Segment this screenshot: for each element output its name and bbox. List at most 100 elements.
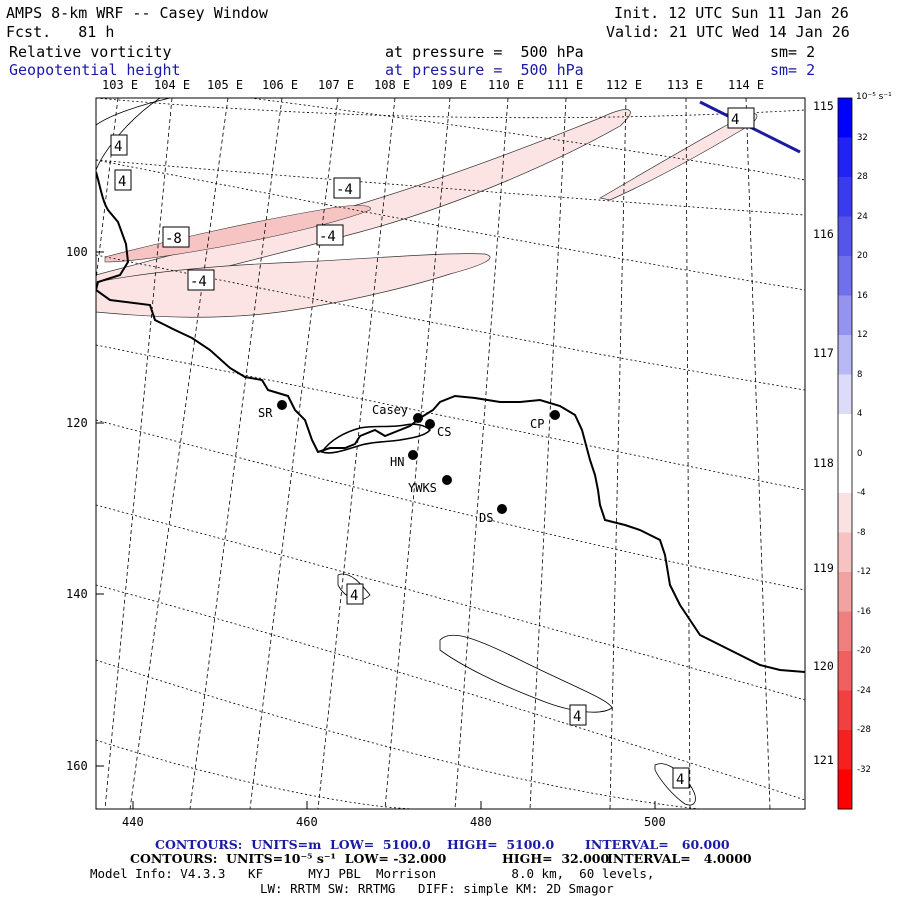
contour-label-box: 4: [727, 107, 755, 129]
colorbar-tick-label: -4: [857, 488, 866, 498]
plot-frame: [95, 97, 806, 810]
field2-smoothing: sm= 2: [770, 61, 816, 79]
colorbar-tick-label: 28: [857, 172, 868, 182]
colorbar-tick-label: 24: [857, 211, 868, 222]
station-label-cp: CP: [530, 417, 544, 431]
svg-text:4: 4: [676, 772, 684, 788]
footer-model-info-2: LW: RRTM SW: RRTMG DIFF: simple KM: 2D S…: [260, 881, 614, 896]
svg-text:4: 4: [573, 709, 581, 725]
footer-contours-vort-b: HIGH= 32.000: [502, 851, 610, 866]
footer-contours-vort-c: INTERVAL= 4.0000: [607, 851, 752, 866]
svg-text:4: 4: [731, 112, 739, 128]
colorbar-unit: 10⁻⁵ s⁻¹: [856, 92, 892, 102]
svg-text:4: 4: [114, 139, 122, 155]
lon-label: 110 E: [488, 78, 525, 92]
colorbar-swatch: [838, 769, 852, 810]
map-title: AMPS 8-km WRF -- Casey Window: [6, 4, 268, 22]
field1-smoothing: sm= 2: [770, 43, 816, 61]
y-tick-label: 160: [66, 759, 88, 773]
svg-text:-4: -4: [319, 229, 336, 245]
colorbar-swatch: [838, 572, 852, 612]
colorbar-tick-label: -16: [857, 606, 871, 617]
map-layers: [96, 98, 805, 809]
contour-label-box: -8: [162, 226, 190, 248]
colorbar-swatch: [838, 730, 852, 770]
colorbar-swatch: [838, 493, 852, 533]
x-tick-label: 440: [122, 815, 144, 829]
forecast-hour: Fcst. 81 h: [6, 23, 115, 41]
vorticity-shading-northeast: [599, 113, 758, 201]
colorbar-swatch: [838, 335, 852, 375]
x-tick-label: 500: [644, 815, 666, 829]
colorbar-tick-label: 12: [857, 330, 868, 340]
station-marker-cs[interactable]: [425, 419, 435, 429]
station-marker-casey[interactable]: [413, 413, 423, 423]
colorbar-swatch: [838, 690, 852, 731]
colorbar-swatch: [838, 532, 852, 573]
colorbar-tick-label: -32: [857, 764, 871, 775]
station-label-sr: SR: [258, 406, 273, 420]
contour-label-box: 4: [346, 583, 364, 605]
latitude-lines: [96, 98, 805, 809]
lon-label: 104 E: [154, 78, 191, 92]
svg-text:4: 4: [350, 588, 358, 604]
colorbar: [837, 97, 853, 810]
colorbar-tick-label: 20: [857, 251, 868, 261]
lon-label: 107 E: [318, 78, 355, 92]
colorbar-tick-label: -8: [857, 527, 866, 538]
svg-text:-4: -4: [336, 182, 353, 198]
contour-lines: [96, 98, 696, 806]
colorbar-tick-label: -20: [857, 646, 871, 656]
field1-name: Relative vorticity: [9, 43, 172, 61]
lon-label: 105 E: [207, 78, 244, 92]
colorbar-swatch: [838, 177, 852, 217]
station-marker-ywks[interactable]: [442, 475, 452, 485]
station-markers: [277, 400, 560, 514]
colorbar-frame: [837, 97, 853, 810]
x-tick-label: 460: [296, 815, 318, 829]
station-label-cs: CS: [437, 425, 451, 439]
contour-label-box: -4: [333, 177, 361, 199]
contour-label-box: 4: [110, 134, 128, 156]
colorbar-swatch: [838, 98, 852, 138]
station-label-ywks: YWKS: [408, 481, 437, 495]
valid-time: Valid: 21 UTC Wed 14 Jan 26: [606, 23, 850, 41]
field1-level: at pressure = 500 hPa: [385, 43, 584, 61]
station-marker-ds[interactable]: [497, 504, 507, 514]
contour-label-box: -4: [316, 224, 344, 246]
coastline: [96, 171, 805, 673]
colorbar-tick-label: -24: [857, 685, 871, 696]
y-tick-label: 140: [66, 587, 88, 601]
colorbar-swatch: [838, 611, 852, 652]
station-label-casey: Casey: [372, 403, 408, 417]
x-tick-label: 480: [470, 815, 492, 829]
footer-contours-height-c: INTERVAL= 60.000: [585, 837, 730, 852]
station-marker-cp[interactable]: [550, 410, 560, 420]
y-tick-label: 100: [66, 245, 88, 259]
station-marker-hn[interactable]: [408, 450, 418, 460]
colorbar-swatch: [838, 651, 852, 691]
lon-label: 103 E: [102, 78, 139, 92]
colorbar-tick-label: 16: [857, 290, 868, 301]
footer-contours-height-a: CONTOURS: UNITS=m LOW= 5100.0: [155, 837, 431, 852]
lon-label: 111 E: [547, 78, 584, 92]
footer-contours-height-b: HIGH= 5100.0: [447, 837, 555, 852]
svg-text:4: 4: [118, 174, 126, 190]
lon-label: 108 E: [374, 78, 411, 92]
station-label-ds: DS: [479, 511, 493, 525]
lon-label: 112 E: [606, 78, 643, 92]
colorbar-swatch: [838, 453, 852, 494]
station-marker-sr[interactable]: [277, 400, 287, 410]
colorbar-tick-label: 4: [857, 409, 863, 419]
colorbar-swatch: [838, 374, 852, 415]
field2-name: Geopotential height: [9, 61, 181, 79]
colorbar-tick-label: 0: [857, 448, 863, 459]
colorbar-swatch: [838, 295, 852, 336]
vorticity-shading-inner: [104, 205, 371, 263]
contour-label-box: 4: [114, 169, 132, 191]
colorbar-swatch: [838, 216, 852, 257]
lon-label: 114 E: [728, 78, 765, 92]
contour-label-box: -4: [187, 269, 215, 291]
colorbar-tick-label: -28: [857, 725, 871, 735]
colorbar-tick-label: -12: [857, 567, 871, 577]
